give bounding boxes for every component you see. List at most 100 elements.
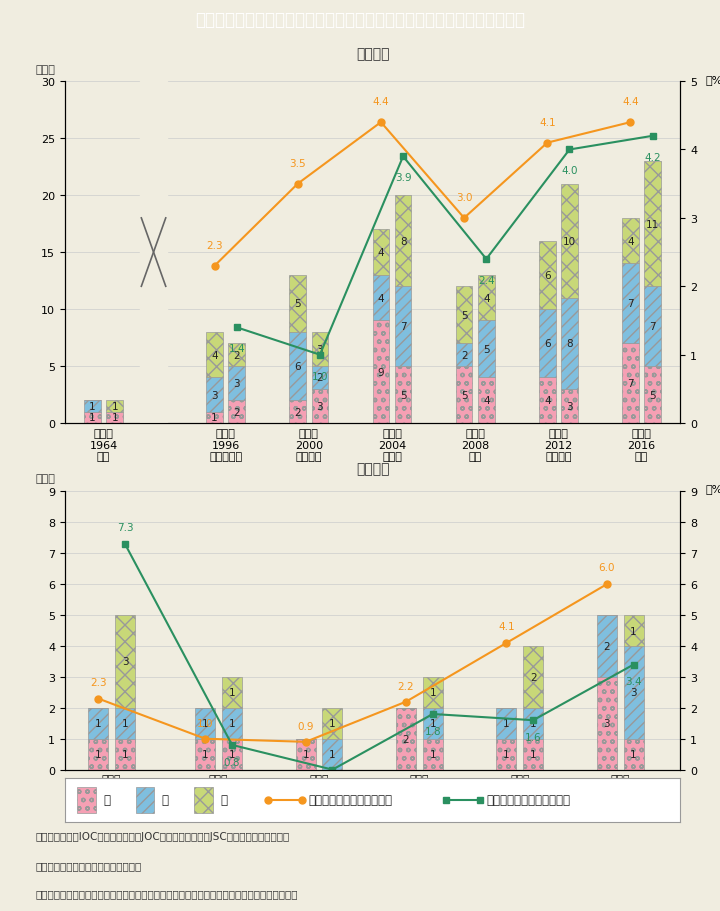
Bar (395, 366, 411, 424)
Text: 1.0: 1.0 (312, 371, 328, 381)
Text: 5: 5 (649, 390, 656, 400)
Bar (228, 401, 245, 424)
Bar (289, 333, 306, 401)
Text: 銅: 銅 (220, 793, 227, 806)
Bar (89, 739, 108, 770)
Text: 1: 1 (229, 688, 235, 698)
Bar (222, 708, 242, 739)
Bar (423, 677, 443, 708)
Bar (195, 739, 215, 770)
Text: 1: 1 (530, 719, 536, 729)
Bar (373, 275, 390, 321)
Bar (622, 219, 639, 264)
Text: 1: 1 (530, 750, 536, 760)
Text: 1: 1 (229, 750, 235, 760)
Text: 4: 4 (483, 293, 490, 303)
Text: 7: 7 (400, 322, 406, 332)
Bar (135, 787, 154, 813)
Bar (289, 275, 306, 333)
Y-axis label: （%）: （%） (706, 484, 720, 494)
Bar (539, 378, 556, 424)
Text: 4: 4 (483, 396, 490, 405)
Text: 7: 7 (649, 322, 656, 332)
Text: 3.4: 3.4 (625, 677, 642, 687)
Text: 0.8: 0.8 (224, 757, 240, 767)
Text: 3: 3 (122, 657, 128, 667)
Bar (222, 739, 242, 770)
Text: 4: 4 (627, 237, 634, 246)
Text: 11: 11 (646, 220, 660, 230)
Bar (523, 708, 543, 739)
Text: 1: 1 (95, 719, 102, 729)
Text: 1: 1 (430, 719, 436, 729)
Text: ３．メダル獲得率は，日本男女各メダル獲得数を男女各メダル総数で除して算出。: ３．メダル獲得率は，日本男女各メダル獲得数を男女各メダル総数で除して算出。 (36, 888, 299, 898)
Text: 3: 3 (603, 719, 610, 729)
Text: 1: 1 (202, 750, 209, 760)
Text: 2: 2 (294, 407, 301, 417)
Text: 1: 1 (229, 719, 235, 729)
Text: （備考）　１．IOCホームページ，JOCホームページ及びJSC提供データより作成。: （備考） １．IOCホームページ，JOCホームページ及びJSC提供データより作成… (36, 832, 290, 842)
Bar (206, 333, 223, 378)
Text: 3: 3 (630, 688, 637, 698)
Bar (115, 708, 135, 739)
Text: 1: 1 (630, 750, 637, 760)
Text: 4.2: 4.2 (644, 152, 661, 162)
Bar (523, 646, 543, 708)
Text: 2: 2 (233, 407, 240, 417)
Bar (597, 677, 617, 770)
Text: ＜冬季＞: ＜冬季＞ (356, 461, 390, 476)
Text: 2.2: 2.2 (397, 681, 415, 691)
Text: （個）: （個） (36, 66, 55, 75)
Text: 2: 2 (530, 672, 536, 682)
Text: 4.1: 4.1 (539, 118, 556, 128)
Bar (622, 264, 639, 343)
Text: 5: 5 (461, 311, 467, 321)
Bar (395, 196, 411, 287)
Bar (323, 708, 343, 739)
Text: 1: 1 (329, 750, 336, 760)
Bar (478, 275, 495, 321)
Text: 1.8: 1.8 (425, 726, 441, 736)
Text: 7.3: 7.3 (117, 523, 133, 533)
Text: 獲得率（男子）（右目盛）: 獲得率（男子）（右目盛） (487, 793, 570, 806)
Text: 9: 9 (377, 367, 384, 377)
Bar (561, 184, 578, 298)
Text: 4: 4 (544, 396, 551, 405)
Bar (496, 739, 516, 770)
Text: 3: 3 (211, 390, 218, 400)
Text: 2: 2 (317, 374, 323, 383)
Text: 4.1: 4.1 (498, 621, 515, 631)
Bar (323, 739, 343, 770)
Bar (539, 241, 556, 310)
Text: 2.3: 2.3 (90, 677, 107, 687)
Text: 10: 10 (563, 237, 576, 246)
Bar (539, 310, 556, 378)
Bar (195, 708, 215, 739)
Bar (312, 333, 328, 366)
Text: 1: 1 (430, 688, 436, 698)
Bar (561, 298, 578, 389)
Text: 3: 3 (317, 344, 323, 354)
Bar (624, 616, 644, 646)
Bar (395, 287, 411, 366)
Bar (456, 344, 472, 366)
Text: 1: 1 (112, 402, 118, 412)
Bar (289, 401, 306, 424)
Text: 2: 2 (233, 351, 240, 360)
Bar (84, 412, 101, 424)
Text: 5: 5 (461, 390, 467, 400)
Text: 8: 8 (400, 237, 406, 246)
Text: 7: 7 (627, 379, 634, 389)
Text: ２．男女混合種目は除く。: ２．男女混合種目は除く。 (36, 860, 143, 870)
Text: 5: 5 (483, 344, 490, 354)
Text: 2: 2 (402, 734, 410, 744)
Bar (624, 739, 644, 770)
Text: 7: 7 (627, 299, 634, 309)
Bar (624, 646, 644, 739)
Text: 1: 1 (122, 750, 128, 760)
Text: 4: 4 (377, 248, 384, 258)
Bar (373, 230, 390, 275)
Text: 5: 5 (400, 390, 406, 400)
Bar (115, 616, 135, 708)
Bar (478, 378, 495, 424)
